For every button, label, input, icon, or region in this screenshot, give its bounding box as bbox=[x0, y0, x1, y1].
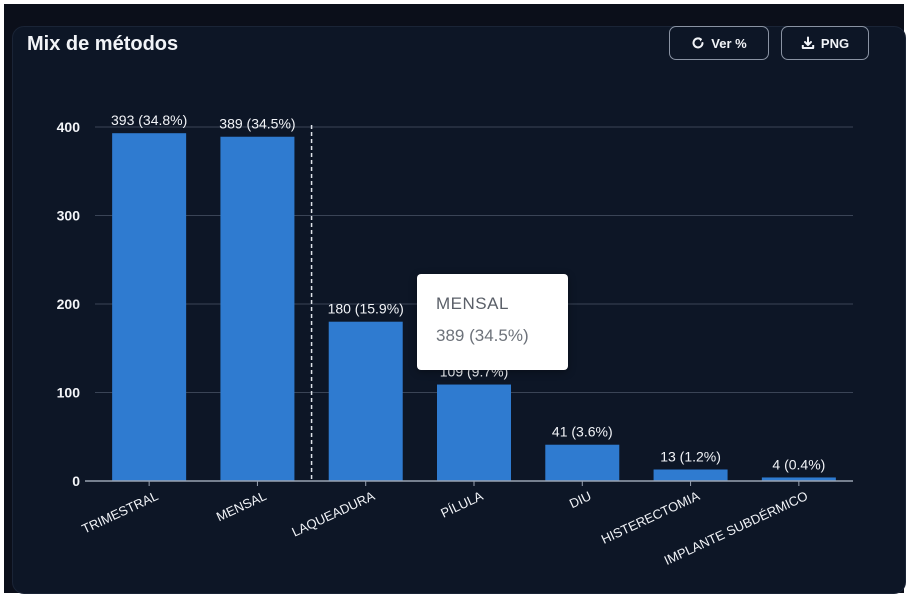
bar bbox=[112, 133, 187, 481]
bar-value-label: 41 (3.6%) bbox=[552, 424, 613, 440]
toggle-percent-button[interactable]: Ver % bbox=[669, 26, 769, 60]
tooltip-title: MENSAL bbox=[436, 294, 509, 313]
bar bbox=[761, 477, 836, 481]
refresh-icon bbox=[691, 36, 705, 50]
chart-tooltip: MENSAL 389 (34.5%) bbox=[417, 274, 568, 370]
bar bbox=[545, 444, 620, 481]
bar-value-label: 180 (15.9%) bbox=[328, 301, 404, 317]
x-tick-label: TRIMESTRAL bbox=[79, 488, 160, 536]
tooltip-value: 389 (34.5%) bbox=[436, 326, 529, 345]
download-icon bbox=[801, 36, 815, 50]
bar bbox=[328, 321, 403, 481]
bars bbox=[112, 133, 836, 482]
card-title: Mix de métodos bbox=[27, 33, 179, 55]
y-tick-label: 200 bbox=[57, 296, 81, 312]
bar-value-label: 393 (34.8%) bbox=[111, 112, 187, 128]
x-tick-label: DIU bbox=[567, 488, 594, 511]
x-tick-label: LAQUEADURA bbox=[289, 488, 377, 540]
y-tick-label: 0 bbox=[72, 473, 80, 489]
bar-value-label: 13 (1.2%) bbox=[660, 448, 721, 464]
y-tick-label: 400 bbox=[57, 119, 81, 135]
bar bbox=[437, 384, 511, 481]
axes bbox=[85, 125, 853, 486]
x-tick-label: HISTERECTOMIA bbox=[599, 488, 702, 547]
download-png-button[interactable]: PNG bbox=[781, 26, 869, 60]
bar-value-label: 4 (0.4%) bbox=[772, 456, 825, 472]
x-tick-label: MENSAL bbox=[214, 488, 269, 524]
bar bbox=[653, 469, 728, 481]
y-tick-label: 300 bbox=[57, 208, 81, 224]
x-tick-label: PÍLULA bbox=[438, 488, 485, 521]
y-tick-label: 100 bbox=[57, 385, 81, 401]
bar-value-label: 389 (34.5%) bbox=[219, 116, 295, 132]
bar bbox=[220, 136, 295, 482]
toggle-percent-label: Ver % bbox=[711, 35, 747, 51]
download-png-label: PNG bbox=[820, 35, 850, 51]
